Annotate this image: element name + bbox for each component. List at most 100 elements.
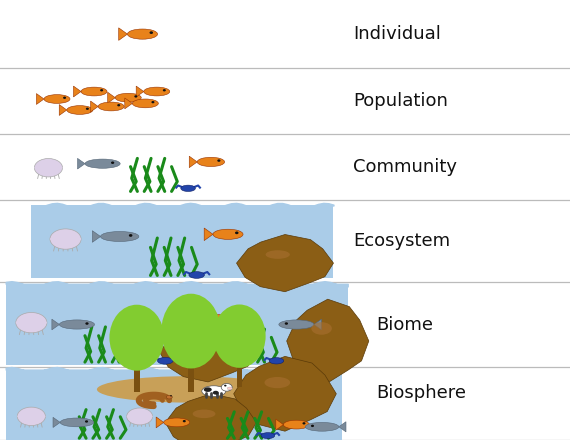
Polygon shape [339,422,346,432]
Text: Ecosystem: Ecosystem [353,232,450,250]
Polygon shape [314,319,321,330]
Circle shape [163,89,166,92]
Circle shape [63,96,66,99]
Bar [134,354,140,392]
Ellipse shape [98,102,124,111]
Circle shape [100,89,103,92]
Ellipse shape [50,229,81,249]
Ellipse shape [127,414,153,420]
Ellipse shape [261,433,275,439]
Text: Population: Population [353,92,448,110]
Text: Biosphere: Biosphere [376,384,466,402]
Ellipse shape [306,422,339,431]
Ellipse shape [264,377,290,388]
Polygon shape [53,417,60,428]
Ellipse shape [202,386,226,396]
Ellipse shape [213,391,219,395]
Circle shape [311,425,314,427]
Ellipse shape [279,320,314,329]
Ellipse shape [221,383,232,391]
Circle shape [86,322,88,325]
Ellipse shape [213,304,266,368]
Ellipse shape [189,338,213,348]
Polygon shape [165,394,256,440]
Polygon shape [234,356,336,431]
Polygon shape [276,419,283,430]
Ellipse shape [44,95,70,103]
Circle shape [235,231,238,234]
Circle shape [149,31,153,34]
Circle shape [86,107,89,110]
Ellipse shape [17,413,46,420]
Ellipse shape [109,304,164,370]
Circle shape [223,317,226,319]
Bar [6,370,342,440]
Ellipse shape [34,158,63,177]
Ellipse shape [59,320,95,329]
Polygon shape [78,158,85,169]
Ellipse shape [16,312,47,333]
Bar [6,284,348,365]
Ellipse shape [227,387,232,390]
Circle shape [217,159,221,162]
Ellipse shape [97,376,279,403]
Ellipse shape [125,317,154,324]
Ellipse shape [181,185,196,191]
Ellipse shape [203,315,230,324]
Ellipse shape [161,294,221,368]
Polygon shape [59,105,67,115]
Circle shape [224,385,226,386]
Ellipse shape [144,87,170,96]
Circle shape [129,234,132,237]
Ellipse shape [189,271,205,279]
Ellipse shape [115,93,141,102]
Ellipse shape [67,106,93,114]
Ellipse shape [34,165,63,171]
Ellipse shape [311,322,332,335]
Circle shape [285,322,288,325]
Ellipse shape [85,159,120,168]
Circle shape [111,161,114,164]
Ellipse shape [127,408,153,425]
Ellipse shape [193,410,215,418]
Polygon shape [125,98,132,109]
Polygon shape [237,235,333,292]
Text: Individual: Individual [353,25,441,43]
Polygon shape [74,86,81,97]
Circle shape [303,422,306,425]
Polygon shape [52,319,59,330]
Ellipse shape [157,357,173,364]
Circle shape [183,420,186,422]
Polygon shape [195,313,203,325]
Polygon shape [156,417,164,428]
Ellipse shape [128,29,157,39]
Polygon shape [36,94,44,104]
Bar [31,205,333,278]
Polygon shape [160,322,256,382]
Ellipse shape [60,418,93,427]
Circle shape [152,101,154,103]
Ellipse shape [269,358,284,364]
Ellipse shape [283,420,310,429]
Polygon shape [108,92,115,103]
Polygon shape [92,231,100,242]
Ellipse shape [125,312,154,330]
Ellipse shape [81,87,107,96]
Polygon shape [204,228,213,241]
Ellipse shape [213,229,243,239]
Circle shape [117,104,120,106]
Circle shape [85,420,88,423]
Ellipse shape [266,250,290,259]
Bar [237,352,242,387]
Polygon shape [119,28,128,40]
Ellipse shape [50,235,81,243]
Text: Biome: Biome [376,315,433,334]
Bar [188,350,194,392]
Polygon shape [287,299,369,383]
Text: Community: Community [353,158,457,176]
Ellipse shape [164,418,190,427]
Ellipse shape [16,319,47,326]
Polygon shape [136,86,144,97]
Circle shape [135,95,137,98]
Ellipse shape [100,231,139,242]
